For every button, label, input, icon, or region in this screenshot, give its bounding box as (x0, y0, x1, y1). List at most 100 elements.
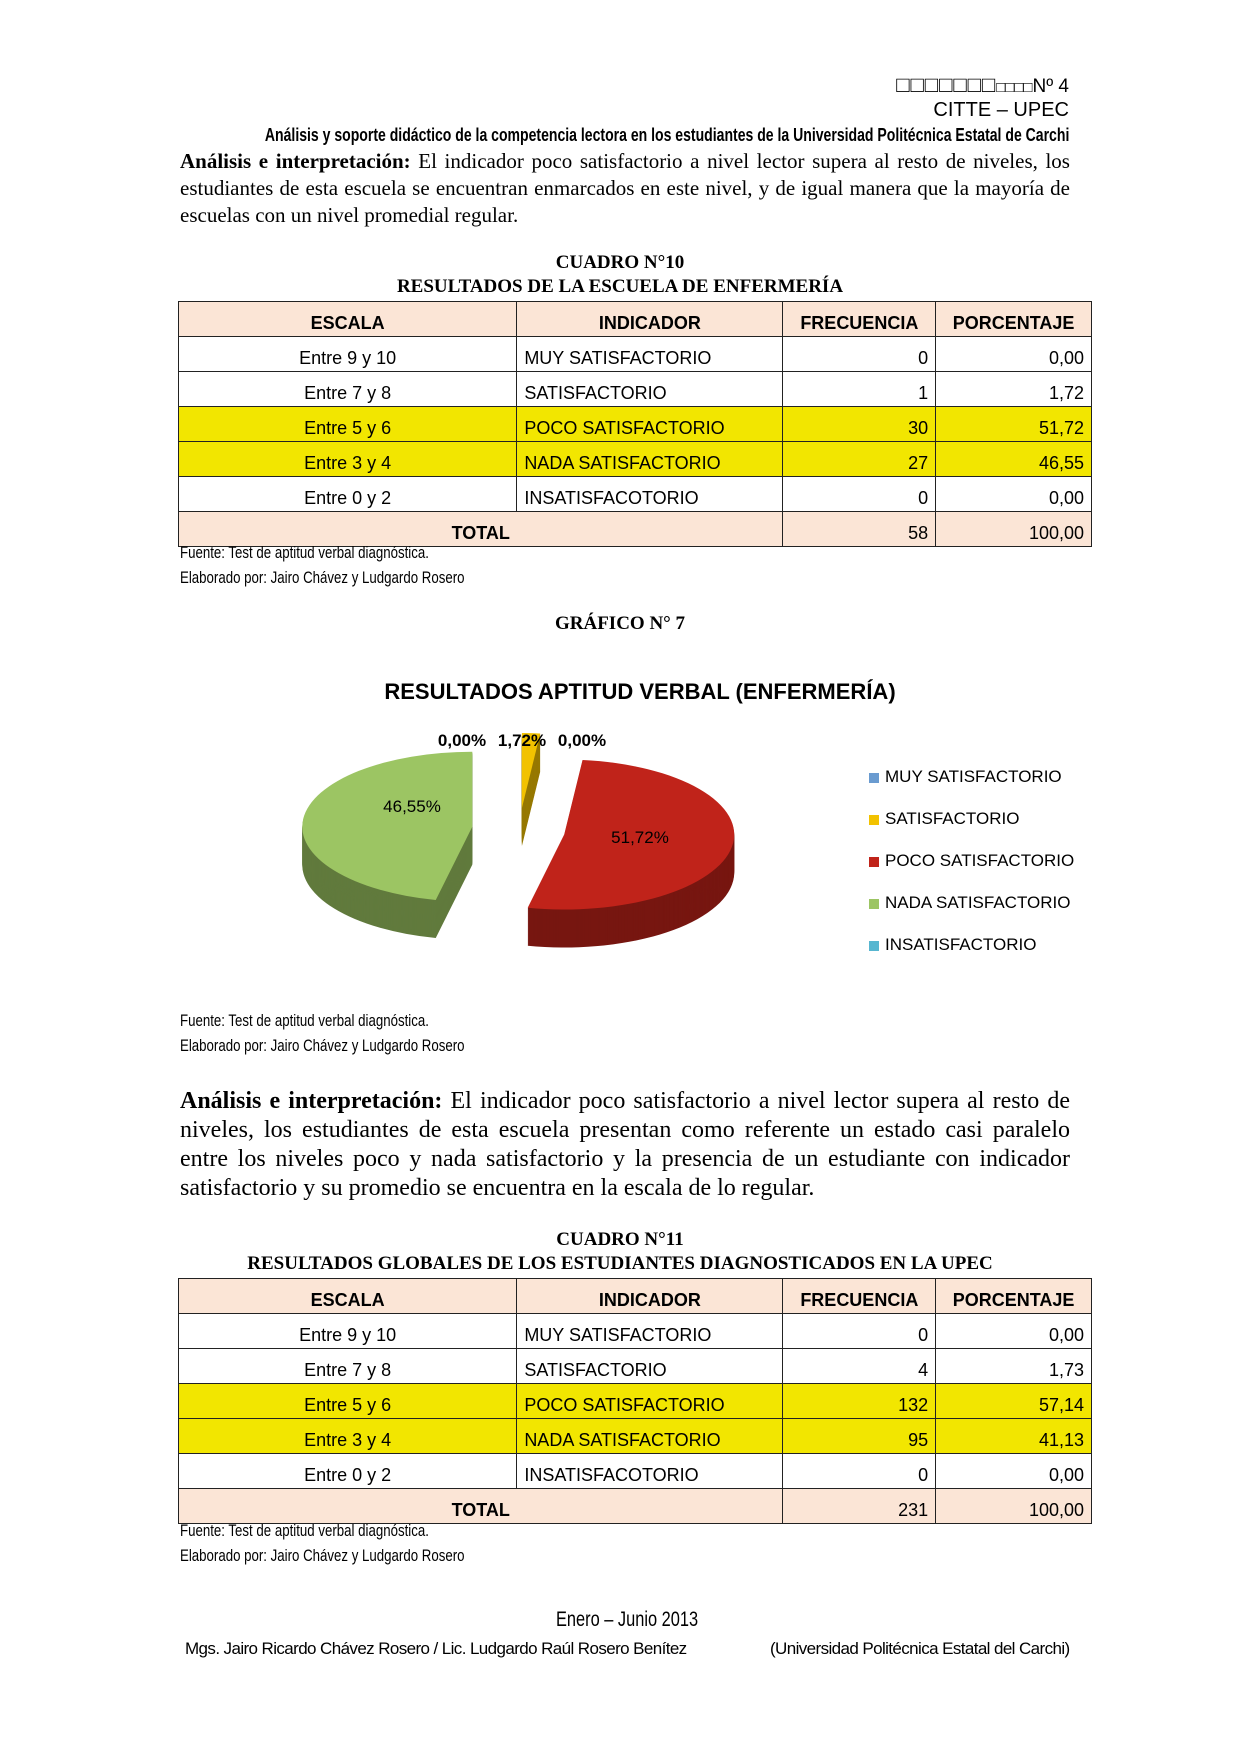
pie-slice-nada-satisfactorio (302, 751, 473, 939)
legend-item: NADA SATISFACTORIO (869, 893, 1070, 913)
porcentaje-cell: 41,13 (935, 1418, 1092, 1454)
escala-cell: Entre 0 y 2 (177, 1453, 518, 1489)
table1-source: Fuente: Test de aptitud verbal diagnósti… (180, 543, 499, 563)
table-row: Entre 7 y 8 SATISFACTORIO 1 1,72 (177, 371, 1092, 407)
page-number-text: Nº 4 (1032, 76, 1069, 97)
indicador-cell: POCO SATISFACTORIO (516, 1383, 784, 1419)
legend-swatch (869, 772, 879, 783)
table-row: Entre 3 y 4 NADA SATISFACTORIO 95 41,13 (177, 1418, 1092, 1454)
column-header: INDICADOR (516, 1278, 784, 1314)
total-frecuencia: 58 (782, 511, 937, 547)
total-row: TOTAL 231 100,00 (177, 1488, 1092, 1524)
paragraph-lead: Análisis e interpretación: (180, 149, 411, 173)
pie-slice-satisfactorio (521, 733, 541, 847)
analysis-paragraph-2: Análisis e interpretación: El indicador … (180, 1087, 1070, 1203)
footer-institution: (Universidad Politécnica Estatal del Car… (770, 1635, 1070, 1660)
data-label: 46,55% (383, 797, 441, 816)
missing-glyph-boxes-small: □□□□ (996, 79, 1033, 96)
legend-item: INSATISFACTORIO (869, 935, 1036, 955)
escala-cell: Entre 0 y 2 (177, 476, 518, 512)
source-text: Fuente: Test de aptitud verbal diagnósti… (180, 1011, 429, 1030)
porcentaje-cell: 0,00 (935, 1313, 1092, 1349)
footer-period: Enero – Junio 2013 (556, 1607, 738, 1632)
footer-institution-text: (Universidad Politécnica Estatal del Car… (770, 1639, 1070, 1658)
pie-slice-top (521, 733, 541, 809)
source-text: Fuente: Test de aptitud verbal diagnósti… (180, 1521, 429, 1540)
porcentaje-cell: 0,00 (935, 336, 1092, 372)
organization: CITTE – UPEC (933, 99, 1069, 121)
frecuencia-cell: 0 (782, 476, 937, 512)
indicador-cell: INSATISFACOTORIO (516, 1453, 784, 1489)
column-header: PORCENTAJE (935, 301, 1092, 337)
legend-item: SATISFACTORIO (869, 809, 1019, 829)
column-header: ESCALA (177, 301, 518, 337)
table-header-row: ESCALA INDICADOR FRECUENCIA PORCENTAJE (177, 301, 1092, 337)
column-header: FRECUENCIA (782, 1278, 937, 1314)
indicador-cell: SATISFACTORIO (516, 371, 784, 407)
table-header-row: ESCALA INDICADOR FRECUENCIA PORCENTAJE (177, 1278, 1092, 1314)
pie-slice-top (302, 751, 473, 901)
indicador-cell: POCO SATISFACTORIO (516, 406, 784, 442)
results-table-enfermeria: ESCALA INDICADOR FRECUENCIA PORCENTAJE Entr… (177, 301, 1092, 547)
legend-label: MUY SATISFACTORIO (885, 767, 1062, 786)
indicador-cell: NADA SATISFACTORIO (516, 1418, 784, 1454)
data-label: 0,00% (558, 731, 606, 750)
table-row: Entre 0 y 2 INSATISFACOTORIO 0 0,00 (177, 1453, 1092, 1489)
table1-caption: CUADRO N°10 (555, 252, 685, 273)
legend-item: POCO SATISFACTORIO (869, 851, 1074, 871)
table-row: Entre 5 y 6 POCO SATISFACTORIO 132 57,14 (177, 1383, 1092, 1419)
header-subtitle-text: Análisis y soporte didáctico de la compe… (264, 125, 1069, 145)
pie-chart: 0,00% 1,72% 51,72% 46,55% 0,00% (302, 731, 735, 948)
missing-glyph-boxes: □□□□□□□ (896, 72, 997, 97)
table-row: Entre 3 y 4 NADA SATISFACTORIO 27 46,55 (177, 441, 1092, 477)
author-text: Elaborado por: Jairo Chávez y Ludgardo R… (180, 568, 465, 587)
escala-cell: Entre 9 y 10 (177, 336, 518, 372)
porcentaje-cell: 0,00 (935, 476, 1092, 512)
frecuencia-cell: 0 (782, 336, 937, 372)
legend-label: NADA SATISFACTORIO (885, 893, 1071, 912)
paragraph-text: El indicador poco satisfactorio a nivel … (180, 1088, 1070, 1201)
frecuencia-cell: 1 (782, 371, 937, 407)
legend-swatch (869, 856, 879, 867)
footer-authors-text: Mgs. Jairo Ricardo Chávez Rosero / Lic. … (185, 1639, 687, 1658)
table2-source: Fuente: Test de aptitud verbal diagnósti… (180, 1521, 499, 1541)
chart-title: RESULTADOS APTITUD VERBAL (ENFERMERÍA) (384, 679, 896, 704)
total-label: TOTAL (177, 1488, 784, 1524)
pie-slice-poco-satisfactorio (527, 759, 735, 948)
data-label: 1,72% (498, 731, 546, 750)
porcentaje-cell: 0,00 (935, 1453, 1092, 1489)
source-text: Fuente: Test de aptitud verbal diagnósti… (180, 543, 429, 562)
table-row: Entre 7 y 8 SATISFACTORIO 4 1,73 (177, 1348, 1092, 1384)
escala-cell: Entre 7 y 8 (177, 1348, 518, 1384)
table1-author: Elaborado por: Jairo Chávez y Ludgardo R… (180, 568, 545, 588)
frecuencia-cell: 27 (782, 441, 937, 477)
table1-title: RESULTADOS DE LA ESCUELA DE ENFERMERÍA (396, 276, 844, 297)
legend-item: MUY SATISFACTORIO (869, 767, 1062, 787)
page-number: □□□□□□□□□□□Nº 4 (896, 72, 1069, 98)
table2-caption: CUADRO N°11 (556, 1229, 684, 1250)
table2-author: Elaborado por: Jairo Chávez y Ludgardo R… (180, 1546, 545, 1566)
results-table-global: ESCALA INDICADOR FRECUENCIA PORCENTAJE Entr… (177, 1278, 1092, 1524)
porcentaje-cell: 51,72 (935, 406, 1092, 442)
escala-cell: Entre 3 y 4 (177, 441, 518, 477)
column-header: FRECUENCIA (782, 301, 937, 337)
table-row: Entre 0 y 2 INSATISFACOTORIO 0 0,00 (177, 476, 1092, 512)
legend-label: INSATISFACTORIO (885, 935, 1037, 954)
author-text: Elaborado por: Jairo Chávez y Ludgardo R… (180, 1036, 465, 1055)
paragraph-text: El indicador poco satisfactorio a nivel … (180, 149, 1070, 227)
frecuencia-cell: 132 (782, 1383, 937, 1419)
frecuencia-cell: 0 (782, 1313, 937, 1349)
chart-author: Elaborado por: Jairo Chávez y Ludgardo R… (180, 1036, 545, 1056)
legend-swatch (869, 814, 879, 825)
footer-period-text: Enero – Junio 2013 (556, 1608, 699, 1631)
escala-cell: Entre 5 y 6 (177, 1383, 518, 1419)
chart-source: Fuente: Test de aptitud verbal diagnósti… (180, 1011, 499, 1031)
total-label: TOTAL (177, 511, 784, 547)
indicador-cell: MUY SATISFACTORIO (516, 1313, 784, 1349)
header-subtitle: Análisis y soporte didáctico de la compe… (38, 125, 1069, 146)
column-header: PORCENTAJE (935, 1278, 1092, 1314)
analysis-paragraph-1: Análisis e interpretación: El indicador … (180, 148, 1070, 229)
porcentaje-cell: 1,72 (935, 371, 1092, 407)
legend-label: SATISFACTORIO (885, 809, 1020, 828)
frecuencia-cell: 4 (782, 1348, 937, 1384)
